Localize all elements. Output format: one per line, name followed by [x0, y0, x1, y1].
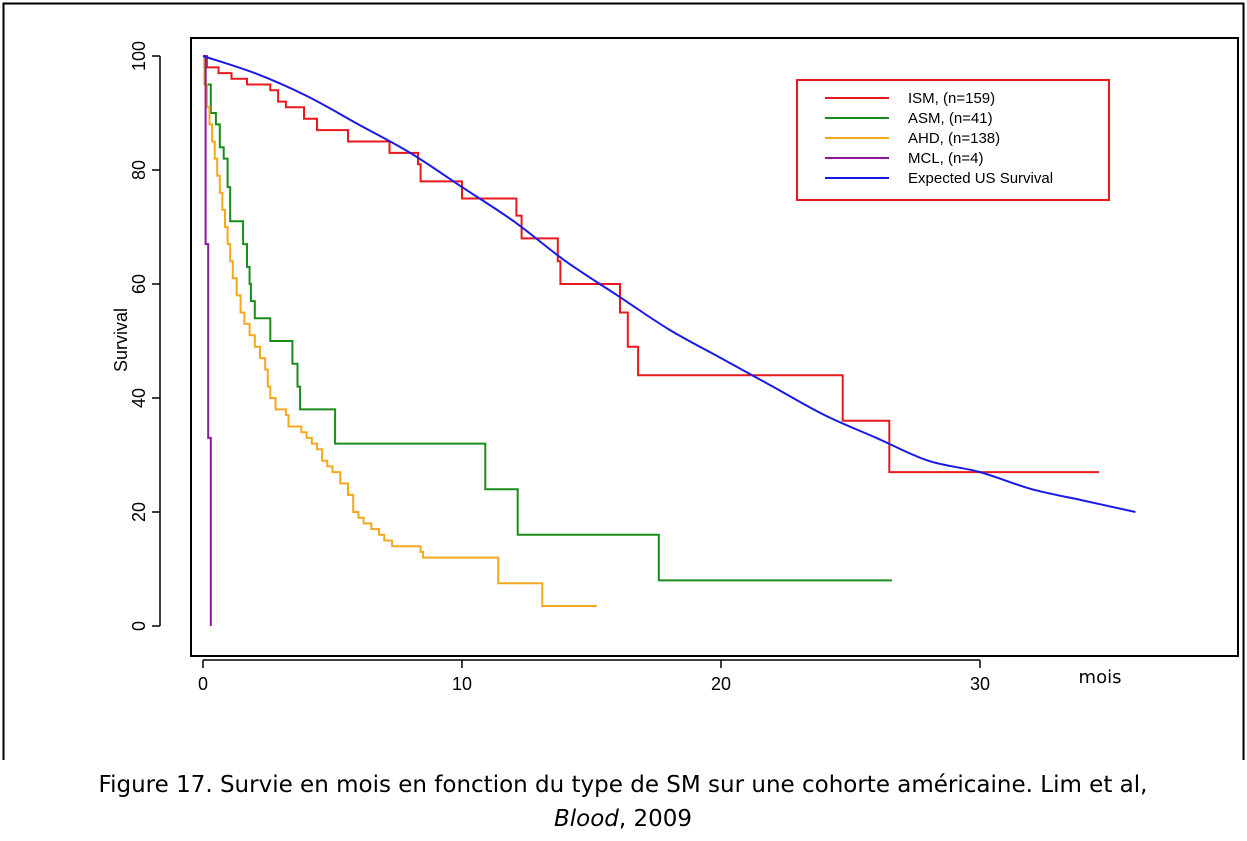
- series-line-asm: [203, 55, 892, 582]
- y-tick-label: 20: [129, 502, 149, 522]
- legend: ISM, (n=159) ASM, (n=41) AHD, (n=138) MCL, …: [796, 79, 1110, 201]
- axes: 0 20 40 60 80 100 0 10 20 30: [129, 41, 990, 694]
- x-axis-label: mois: [1079, 667, 1122, 688]
- figure-border: [2, 2, 1245, 760]
- y-tick-label: 40: [129, 388, 149, 408]
- legend-label: AHD, (n=138): [908, 130, 1000, 147]
- caption-journal: Blood: [553, 806, 619, 832]
- series-layer: [202, 55, 1136, 626]
- caption-year: , 2009: [618, 806, 693, 832]
- y-axis-label: Survival: [111, 308, 131, 372]
- legend-label: ASM, (n=41): [908, 110, 993, 127]
- series-line-mcl: [203, 55, 212, 626]
- figure-caption-line-1: Figure 17. Survie en mois en fonction du…: [98, 772, 1148, 798]
- y-tick-label: 0: [129, 621, 149, 631]
- series-line-expected-us-survival: [202, 55, 1136, 513]
- figure-caption-line-2: Blood, 2009: [8, 804, 1238, 834]
- survival-chart: 0 20 40 60 80 100 0 10 20 30 ISM, (n=159) ASM, (n=…: [2, 2, 1245, 760]
- series-line-ahd: [203, 55, 597, 607]
- x-tick-label: 10: [452, 674, 472, 694]
- y-tick-label: 80: [129, 160, 149, 180]
- x-tick-label: 30: [970, 674, 990, 694]
- legend-label: Expected US Survival: [908, 170, 1053, 187]
- x-tick-label: 0: [198, 674, 208, 694]
- y-tick-label: 100: [129, 41, 149, 71]
- legend-label: MCL, (n=4): [908, 150, 983, 167]
- legend-label: ISM, (n=159): [908, 90, 995, 107]
- legend-box: [796, 79, 1110, 201]
- x-tick-label: 20: [711, 674, 731, 694]
- y-tick-label: 60: [129, 274, 149, 294]
- plot-area: [190, 37, 1239, 657]
